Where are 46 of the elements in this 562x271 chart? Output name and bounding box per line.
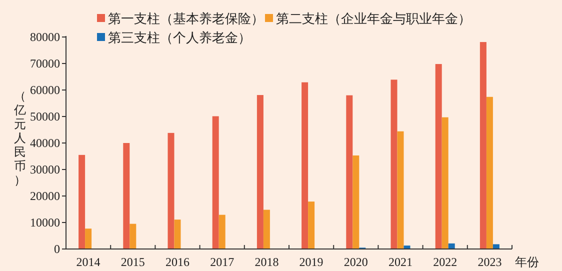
bar: [308, 202, 315, 249]
x-tick-label: 2014: [76, 255, 100, 269]
bar: [174, 220, 181, 249]
bar: [302, 82, 308, 249]
legend-label: 第一支柱（基本养老保险）: [108, 11, 264, 26]
x-tick-label: 2015: [120, 255, 145, 269]
bar: [130, 224, 136, 249]
legend-label: 第二支柱（企业年金与职业年金）: [276, 11, 471, 26]
x-tick-label: 2022: [433, 255, 458, 269]
y-tick-label: 60000: [30, 83, 60, 97]
y-tick-label: 20000: [30, 189, 60, 203]
bar: [397, 131, 404, 249]
y-tick-label: 50000: [30, 110, 60, 124]
bar: [480, 42, 486, 249]
x-tick-label: 2018: [254, 255, 279, 269]
bar: [168, 132, 174, 249]
y-tick-label: 40000: [30, 136, 60, 150]
bar: [123, 143, 130, 249]
bar: [435, 64, 442, 249]
bar: [486, 96, 493, 249]
bar: [85, 228, 92, 249]
y-tick-label: 70000: [30, 56, 60, 70]
bar: [263, 210, 270, 249]
bar: [390, 80, 398, 249]
x-tick-label: 2023: [478, 255, 502, 269]
bar: [212, 116, 219, 249]
bar: [218, 214, 226, 249]
x-tick-label: 2017: [210, 255, 234, 269]
y-tick-label: 30000: [30, 162, 60, 176]
bar: [346, 95, 353, 249]
x-axis-title: 年份: [515, 255, 539, 269]
y-tick-label: 80000: [30, 30, 60, 44]
x-tick-label: 2020: [344, 255, 368, 269]
y-tick-label: 10000: [30, 216, 60, 230]
bar: [256, 95, 264, 249]
bar: [442, 117, 448, 249]
y-axis-title: （亿元人民币）: [13, 89, 26, 187]
bar: [78, 154, 86, 249]
x-tick-label: 2016: [166, 255, 190, 269]
x-tick-label: 2019: [299, 255, 324, 269]
x-tick-label: 2021: [388, 255, 412, 269]
legend-label: 第三支柱（个人养老金）: [108, 30, 251, 45]
y-tick-label: 0: [54, 242, 60, 256]
bar: [352, 155, 360, 249]
bar: [492, 244, 500, 249]
bar: [448, 243, 455, 249]
